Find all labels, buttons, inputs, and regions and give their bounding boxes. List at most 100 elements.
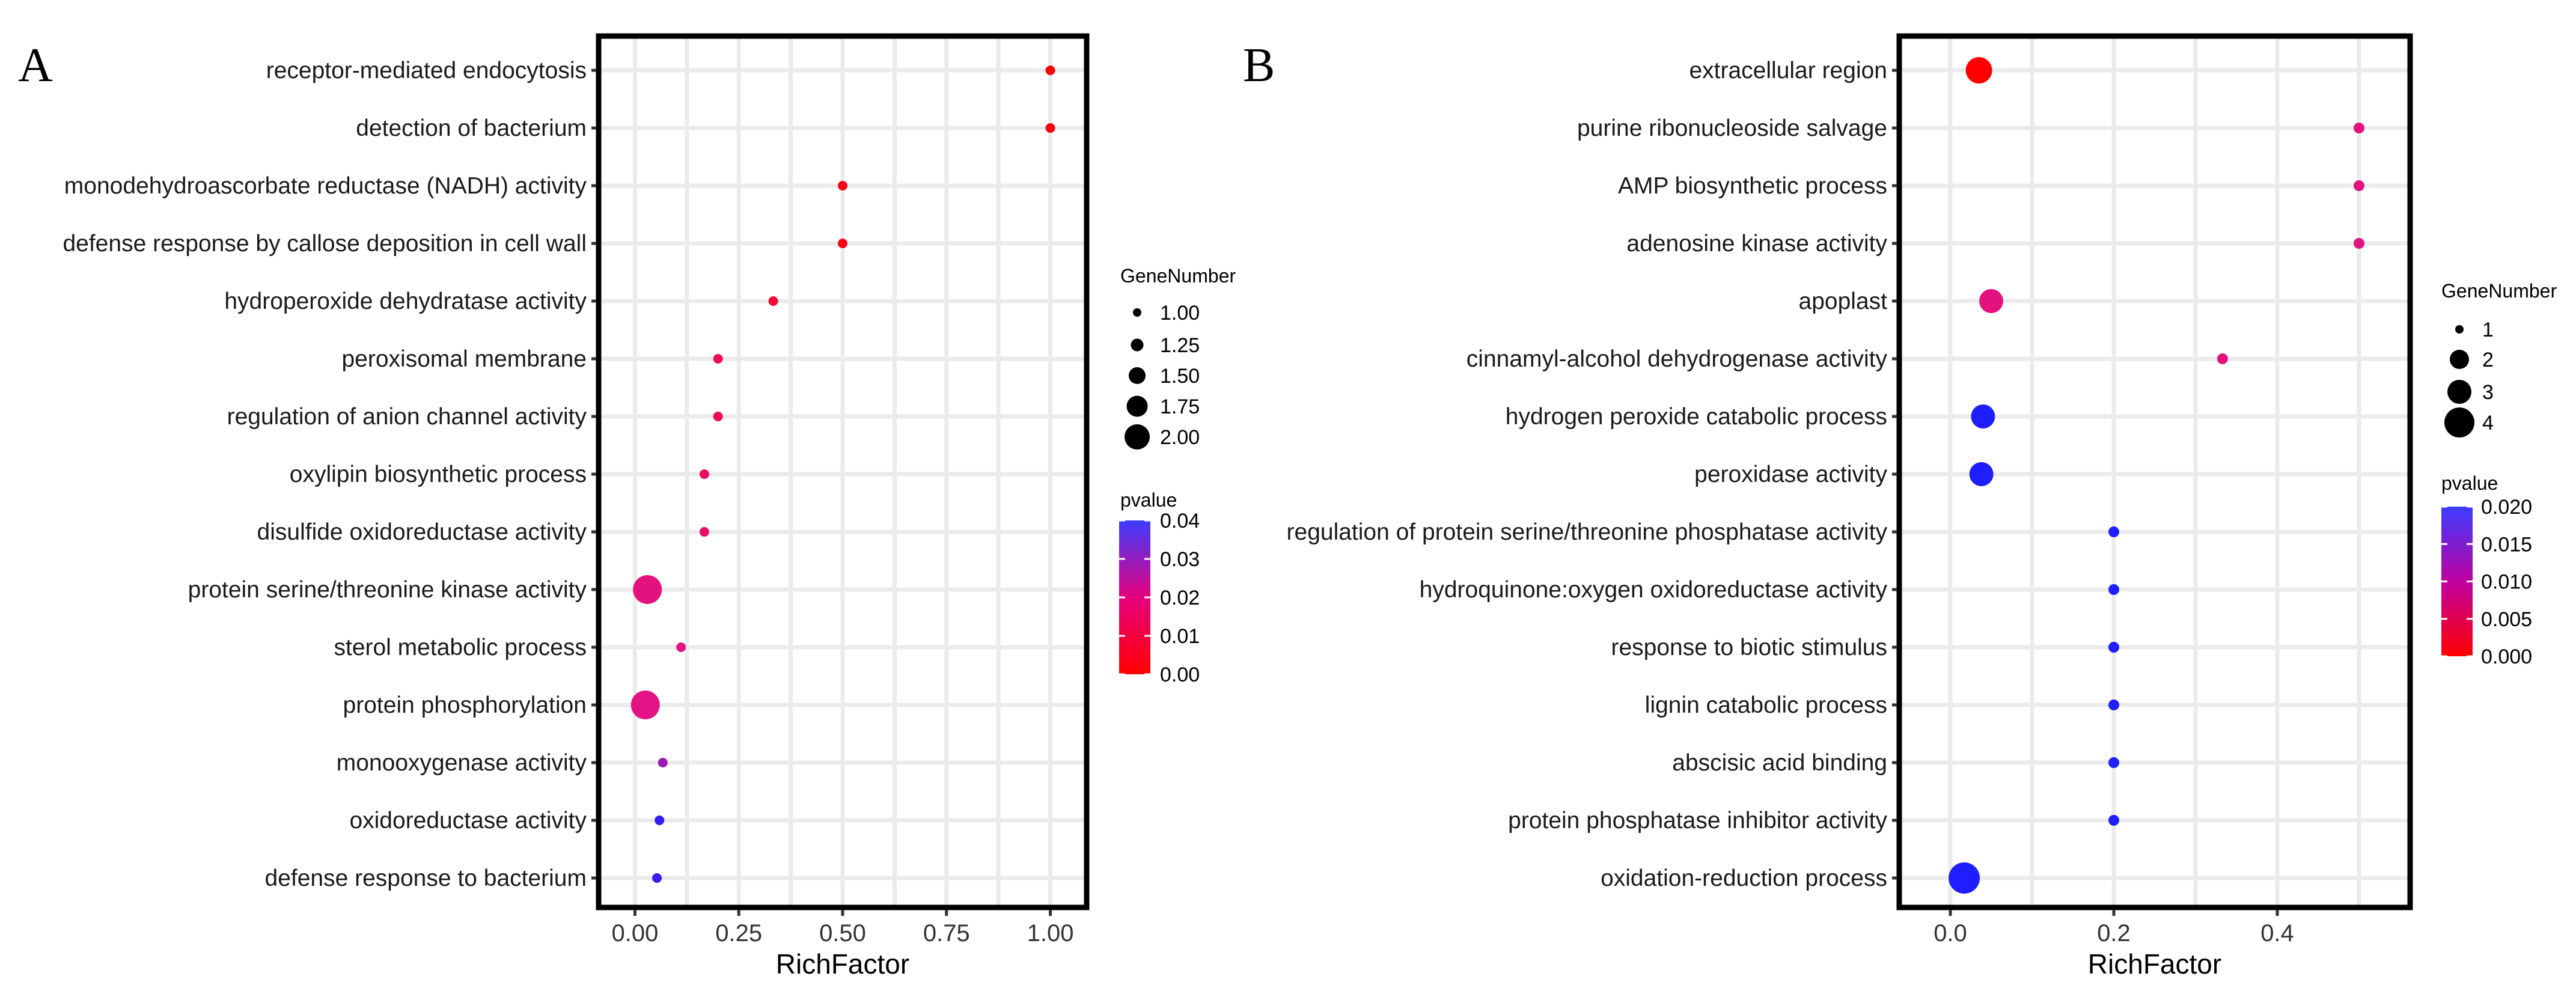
point-7 xyxy=(1971,404,1995,428)
size-legend-label: 2.00 xyxy=(1160,426,1200,449)
point-14 xyxy=(655,816,665,825)
point-1 xyxy=(1965,57,1992,84)
point-13 xyxy=(658,758,668,767)
point-9 xyxy=(2108,526,2119,537)
term-label: oxylipin biosynthetic process xyxy=(290,462,587,487)
point-8 xyxy=(1969,462,1994,486)
size-legend-label: 1 xyxy=(2482,319,2494,341)
size-legend-key xyxy=(1129,367,1146,384)
size-legend-label: 4 xyxy=(2482,412,2494,434)
size-legend-key xyxy=(2455,325,2464,334)
term-label: protein serine/threonine kinase activity xyxy=(188,577,587,603)
point-12 xyxy=(630,691,660,719)
point-4 xyxy=(2354,238,2364,249)
size-legend-key xyxy=(1131,338,1144,352)
size-legend-key xyxy=(2447,380,2471,404)
term-label: defense response by callose deposition i… xyxy=(63,231,587,257)
x-tick-label: 0.25 xyxy=(715,920,762,947)
size-legend-key xyxy=(2450,350,2469,369)
point-3 xyxy=(2354,180,2364,191)
term-label: hydroquinone:oxygen oxidoreductase activ… xyxy=(1420,577,1888,603)
term-label: hydroperoxide dehydratase activity xyxy=(224,288,587,314)
size-legend: GeneNumber 1.00 1.25 1.50 1.75 2.00 xyxy=(1120,265,1236,450)
point-1 xyxy=(1045,66,1055,75)
panel-label: B xyxy=(1243,39,1275,92)
x-tick-label: 0.2 xyxy=(2097,920,2131,947)
point-14 xyxy=(2108,815,2119,826)
point-10 xyxy=(2108,584,2119,595)
point-6 xyxy=(713,354,723,364)
color-legend-label: 0.015 xyxy=(2481,533,2532,556)
term-label: protein phosphatase inhibitor activity xyxy=(1508,808,1887,834)
size-legend-label: 1.00 xyxy=(1160,302,1200,325)
point-10 xyxy=(633,575,662,604)
size-legend-key xyxy=(2444,407,2474,438)
panel-a: receptor-mediated endocytosis detection o… xyxy=(18,33,1236,980)
term-label: purine ribonucleoside salvage xyxy=(1577,115,1887,141)
x-tick-label: 0.4 xyxy=(2260,920,2294,947)
x-tick-label: 0.0 xyxy=(1934,920,1967,947)
color-legend-title: pvalue xyxy=(2441,472,2498,494)
term-label: hydrogen peroxide catabolic process xyxy=(1506,404,1887,430)
term-label: regulation of anion channel activity xyxy=(227,404,587,430)
term-label: AMP biosynthetic process xyxy=(1618,173,1887,199)
point-8 xyxy=(699,469,709,479)
point-4 xyxy=(838,239,847,248)
x-tick-label: 1.00 xyxy=(1027,920,1074,947)
point-9 xyxy=(699,527,709,537)
size-legend: GeneNumber 1 2 3 4 xyxy=(2441,280,2557,438)
term-label: sterol metabolic process xyxy=(334,635,587,660)
size-legend-title: GeneNumber xyxy=(2441,280,2557,302)
size-legend-key xyxy=(1126,395,1148,417)
panel-label: A xyxy=(18,39,53,92)
term-label: oxidation-reduction process xyxy=(1601,865,1887,891)
point-11 xyxy=(676,642,686,652)
term-label: response to biotic stimulus xyxy=(1611,635,1887,660)
color-legend-label: 0.03 xyxy=(1160,548,1200,571)
point-12 xyxy=(2108,700,2119,710)
color-legend-label: 0.02 xyxy=(1160,587,1200,609)
term-label: disulfide oxidoreductase activity xyxy=(257,519,587,545)
term-label: extracellular region xyxy=(1689,58,1887,84)
x-tick-label: 0.50 xyxy=(819,920,866,947)
plot-border xyxy=(1896,33,2413,910)
size-legend-label: 1.75 xyxy=(1160,395,1200,418)
term-label: detection of bacterium xyxy=(356,115,587,141)
term-label: monodehydroascorbate reductase (NADH) ac… xyxy=(64,173,587,199)
size-legend-label: 3 xyxy=(2482,381,2494,404)
term-label: monooxygenase activity xyxy=(337,750,587,776)
size-legend-key xyxy=(1125,424,1150,450)
x-axis-title: RichFactor xyxy=(2088,948,2221,980)
term-label: cinnamyl-alcohol dehydrogenase activity xyxy=(1467,346,1888,372)
panel-b: extracellular region purine ribonucleosid… xyxy=(1243,33,2557,980)
size-legend-key xyxy=(1133,308,1141,317)
size-legend-label: 1.50 xyxy=(1160,365,1200,388)
point-2 xyxy=(2354,123,2364,133)
color-legend-label: 0.020 xyxy=(2481,496,2532,519)
term-label: lignin catabolic process xyxy=(1645,692,1887,718)
color-legend-label: 0.000 xyxy=(2481,645,2532,668)
term-label: receptor-mediated endocytosis xyxy=(266,58,587,84)
term-label: defense response to bacterium xyxy=(265,865,587,891)
size-legend-label: 1.25 xyxy=(1160,334,1200,357)
point-13 xyxy=(2108,757,2119,768)
term-label: regulation of protein serine/threonine p… xyxy=(1287,519,1888,545)
x-tick-label: 0.75 xyxy=(923,920,970,947)
term-label: abscisic acid binding xyxy=(1672,750,1887,776)
plot-border xyxy=(596,33,1090,910)
color-legend-label: 0.010 xyxy=(2481,571,2532,594)
term-label: apoplast xyxy=(1799,288,1888,314)
term-label: peroxidase activity xyxy=(1694,462,1887,487)
size-legend-title: GeneNumber xyxy=(1120,265,1236,287)
term-label: peroxisomal membrane xyxy=(341,346,587,372)
x-axis-title: RichFactor xyxy=(776,948,909,980)
term-label: oxidoreductase activity xyxy=(349,808,587,834)
point-6 xyxy=(2217,353,2228,364)
point-5 xyxy=(768,296,778,306)
point-11 xyxy=(2108,642,2119,653)
color-legend-label: 0.04 xyxy=(1160,510,1200,532)
x-tick-label: 0.00 xyxy=(612,920,659,947)
